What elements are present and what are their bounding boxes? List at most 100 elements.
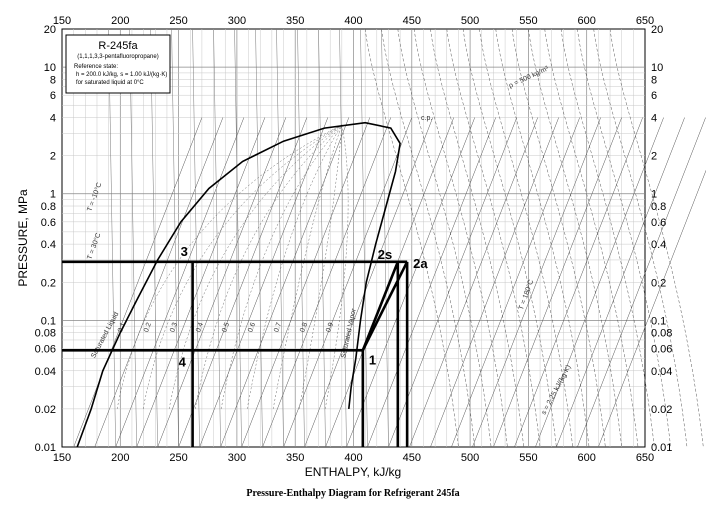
- isentrope-line: [241, 117, 371, 448]
- x-tick-label-bottom: 650: [636, 452, 654, 464]
- y-tick-label-left: 0.1: [41, 315, 56, 327]
- y-tick-label-left: 20: [44, 24, 56, 36]
- y-tick-label-right: 0.4: [651, 239, 666, 251]
- x-tick-label-top: 300: [228, 15, 246, 27]
- legend-frame: [65, 34, 171, 94]
- ph-diagram: 0.1 0.2 0.3 0.4 0.5 0.6 0.7 0.8 0.9T = 30°CT = 1…: [16, 15, 706, 479]
- x-tick-label-bottom: 550: [519, 452, 537, 464]
- isentrope-line: [220, 117, 350, 448]
- isentrope-line: [388, 117, 517, 448]
- isochore-line: [511, 28, 606, 448]
- compression-actual: [361, 261, 409, 351]
- x-tick-label-bottom: 350: [286, 452, 304, 464]
- isentrope-line: [577, 117, 706, 448]
- quality-line: [246, 124, 343, 409]
- isentrope-line: [514, 117, 643, 448]
- quality-label: 0.4: [195, 322, 205, 334]
- isochore-line: [593, 28, 688, 448]
- x-tick-label-bottom: 450: [403, 452, 421, 464]
- isentrope-line: [136, 117, 266, 448]
- quality-label: 0.8: [299, 322, 309, 334]
- x-tick-label-bottom: 400: [344, 452, 362, 464]
- isotherm-liquid-line: [339, 28, 347, 448]
- x-tick-label-top: 600: [578, 15, 596, 27]
- isentrope-line: [262, 117, 392, 448]
- isochore-line: [528, 28, 622, 448]
- y-tick-label-right: 20: [651, 24, 663, 36]
- quality-label: 0.5: [221, 322, 231, 334]
- y-tick-label-right: 4: [651, 113, 657, 125]
- y-tick-label-left: 0.01: [35, 442, 56, 454]
- x-tick-label-top: 400: [344, 15, 362, 27]
- y-tick-label-right: 2: [651, 151, 657, 163]
- isotherm-liquid-line: [381, 28, 389, 448]
- y-tick-label-left: 2: [50, 151, 56, 163]
- y-tick-label-left: 0.08: [35, 328, 56, 340]
- y-tick-label-left: 1: [50, 189, 56, 201]
- y-tick-label-right: 0.04: [651, 366, 672, 378]
- x-tick-label-bottom: 300: [228, 452, 246, 464]
- isochore-line: [430, 28, 524, 448]
- quality-line: [116, 124, 342, 409]
- y-tick-label-left: 0.06: [35, 343, 56, 355]
- isentrope-line: [472, 117, 601, 448]
- isotherm-liquid-line: [129, 28, 137, 448]
- cycle-point-label-2a: 2a: [413, 256, 428, 271]
- quality-line: [168, 124, 342, 409]
- legend-line-2: h = 200.0 kJ/kg, s = 1.00 kJ/(kg·K): [76, 72, 167, 78]
- isotherm-liquid-line: [297, 28, 305, 448]
- isentrope-line: [451, 117, 580, 448]
- x-tick-label-top: 650: [636, 15, 654, 27]
- quality-label: 0.9: [325, 322, 335, 334]
- isotherm-liquid-line: [150, 28, 158, 448]
- isotherm-liquid-line: [360, 28, 368, 448]
- quality-label: 0.2: [143, 322, 153, 334]
- y-tick-label-left: 0.04: [35, 366, 56, 378]
- isochore-line: [364, 28, 459, 448]
- isotherm-liquid-line: [234, 28, 242, 448]
- y-tick-label-left: 0.6: [41, 217, 56, 229]
- x-tick-label-top: 250: [169, 15, 187, 27]
- quality-line: [298, 124, 343, 409]
- saturation-dome: [76, 121, 401, 448]
- isentrope-line: [283, 117, 413, 448]
- chart-caption: Pressure-Enthalpy Diagram for Refrigeran…: [246, 488, 460, 499]
- quality-line: [220, 124, 343, 409]
- isentrope-line: [535, 117, 664, 448]
- isentrope-line: [94, 117, 224, 448]
- x-tick-label-bottom: 600: [578, 452, 596, 464]
- saturation-curve: [76, 121, 401, 448]
- x-tick-label-top: 450: [403, 15, 421, 27]
- x-tick-label-bottom: 500: [461, 452, 479, 464]
- y-tick-label-right: 10: [651, 62, 663, 74]
- isochore-line: [381, 28, 476, 448]
- isentrope-line: [304, 117, 434, 448]
- isentrope-line: [157, 117, 287, 448]
- isentrope-line: [409, 117, 538, 448]
- x-tick-label-bottom: 200: [111, 452, 129, 464]
- isentrope-line: [346, 117, 475, 448]
- y-tick-label-right: 0.06: [651, 343, 672, 355]
- y-tick-label-right: 0.6: [651, 217, 666, 229]
- refrigeration-cycle: 1 2s 2a 3 4: [62, 244, 428, 447]
- isotherm-liquid-line: [171, 28, 179, 448]
- isotherm-liquid-line: [108, 28, 116, 448]
- y-tick-label-left: 4: [50, 113, 56, 125]
- isentrope-line: [430, 117, 559, 448]
- legend-line-3: for saturated liquid at 0°C: [76, 80, 144, 86]
- isotherm-liquid-line: [255, 28, 263, 448]
- isotherm-liquid-line: [213, 28, 221, 448]
- legend-box: R-245fa (1,1,1,3,3-pentafluoropropane) R…: [65, 34, 171, 94]
- x-tick-label-bottom: 150: [53, 452, 71, 464]
- isentrope-line: [115, 117, 245, 448]
- y-axis-title: PRESSURE, MPa: [16, 189, 30, 287]
- isotherm-liquid-line: [192, 28, 200, 448]
- isotherm-liquid-line: [318, 28, 326, 448]
- x-tick-label-top: 200: [111, 15, 129, 27]
- y-tick-label-right: 0.01: [651, 442, 672, 454]
- isochore-line: [446, 28, 541, 448]
- x-tick-label-top: 500: [461, 15, 479, 27]
- y-tick-label-left: 6: [50, 90, 56, 102]
- isentrope-line: [598, 169, 706, 448]
- cycle-point-label-1: 1: [369, 352, 376, 367]
